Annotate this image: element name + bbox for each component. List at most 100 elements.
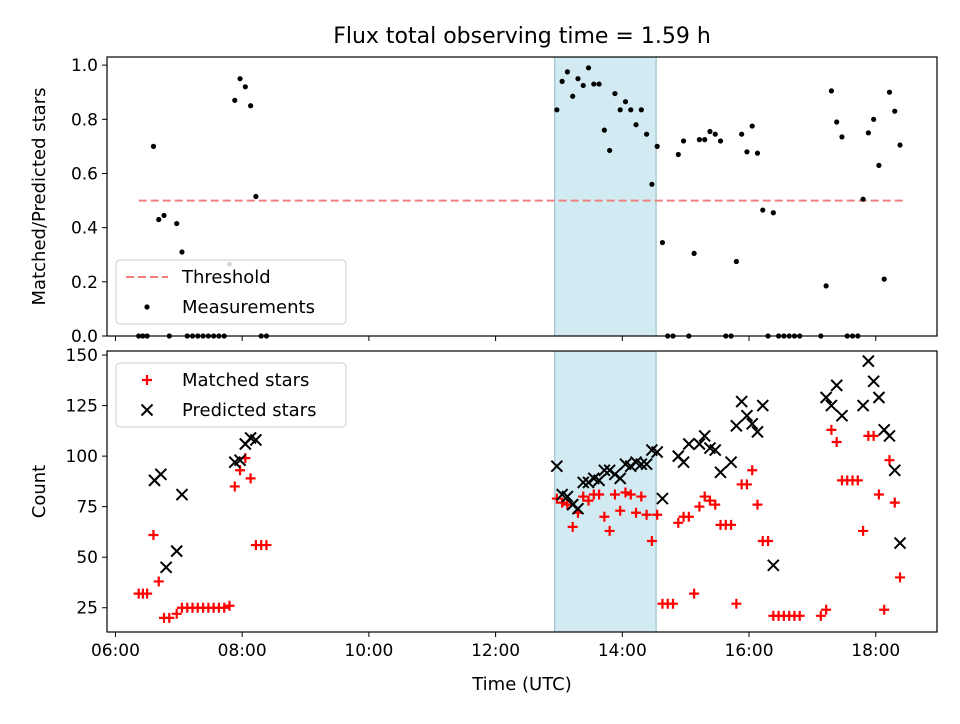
y-axis-label: Matched/Predicted stars <box>29 88 50 306</box>
data-point <box>650 445 664 459</box>
data-point <box>756 399 769 412</box>
data-point <box>770 210 776 216</box>
data-point <box>601 127 607 133</box>
data-point <box>150 143 157 149</box>
data-point <box>699 491 710 502</box>
data-point <box>889 497 900 508</box>
data-point <box>677 455 690 469</box>
data-point <box>245 473 256 484</box>
data-point <box>856 399 870 412</box>
data-point <box>709 443 722 457</box>
data-point <box>628 107 634 113</box>
legend-label: Matched stars <box>182 370 309 391</box>
data-point <box>714 466 727 479</box>
data-point <box>164 612 175 623</box>
data-point <box>668 598 679 609</box>
data-point <box>159 561 173 574</box>
y-tick-label: 0.8 <box>71 110 98 130</box>
data-point <box>253 193 259 200</box>
data-point <box>153 576 164 587</box>
y-tick-label: 0.2 <box>71 273 98 293</box>
data-point <box>839 134 845 140</box>
legend-swatch <box>142 375 152 385</box>
data-point <box>862 354 875 368</box>
legend-swatch <box>140 403 154 417</box>
data-point <box>583 495 594 506</box>
data-point <box>876 162 882 168</box>
data-point <box>675 151 681 158</box>
data-point <box>654 143 660 149</box>
data-point <box>872 391 886 404</box>
data-point <box>744 149 750 155</box>
y-tick-label: 25 <box>76 599 98 619</box>
data-point <box>821 604 832 615</box>
data-point <box>592 474 606 487</box>
data-point <box>828 88 835 94</box>
axes-frame <box>106 56 938 337</box>
data-point <box>740 409 754 422</box>
data-point <box>229 481 240 492</box>
y-tick-label: 150 <box>66 346 98 366</box>
data-point <box>585 65 592 71</box>
x-tick-label: 14:00 <box>598 641 647 661</box>
data-point <box>659 239 666 246</box>
data-point <box>233 453 247 467</box>
data-point <box>249 433 263 447</box>
data-point <box>867 375 880 388</box>
data-point <box>717 138 724 144</box>
data-point <box>636 491 647 502</box>
legend: Matched stars Predicted stars <box>115 362 347 428</box>
data-point <box>751 425 764 439</box>
data-point <box>815 610 826 621</box>
series-matched-stars <box>133 424 906 623</box>
data-point <box>154 468 168 481</box>
data-point <box>596 81 602 87</box>
data-point <box>242 84 248 90</box>
data-point <box>550 460 564 473</box>
legend: Threshold Measurements <box>115 259 347 325</box>
data-point <box>689 588 700 599</box>
data-point <box>696 137 703 143</box>
data-point <box>170 544 183 558</box>
data-point <box>691 250 697 256</box>
data-point <box>652 509 663 520</box>
data-point <box>613 472 627 485</box>
data-point <box>591 81 597 87</box>
data-point <box>730 419 743 433</box>
data-point <box>641 509 652 520</box>
legend-label: Predicted stars <box>182 400 316 421</box>
data-point <box>873 489 884 500</box>
highlight-span <box>554 56 657 337</box>
data-point <box>739 131 745 137</box>
y-axis-label: Count <box>29 465 50 518</box>
data-point <box>219 602 230 613</box>
data-point <box>554 107 560 113</box>
x-tick-label: 16:00 <box>725 641 774 661</box>
data-point <box>747 465 758 476</box>
legend-box <box>115 362 347 428</box>
data-point <box>698 429 711 443</box>
data-point <box>735 395 748 408</box>
data-point <box>731 598 742 609</box>
data-point <box>745 417 759 430</box>
data-point <box>635 458 648 471</box>
data-point <box>826 424 837 435</box>
data-point <box>823 283 829 289</box>
x-tick-label: 18:00 <box>851 641 900 661</box>
data-point <box>171 608 182 619</box>
data-point <box>879 604 890 615</box>
data-point <box>683 511 694 522</box>
data-point <box>599 511 610 522</box>
data-point <box>644 131 650 137</box>
data-point <box>693 437 706 451</box>
data-point <box>819 391 833 404</box>
data-point <box>175 488 189 501</box>
x-tick-label: 06:00 <box>91 641 140 661</box>
data-point <box>638 107 644 113</box>
data-point <box>261 540 272 551</box>
data-point <box>682 437 696 451</box>
data-point <box>622 99 629 105</box>
data-point <box>726 519 737 530</box>
